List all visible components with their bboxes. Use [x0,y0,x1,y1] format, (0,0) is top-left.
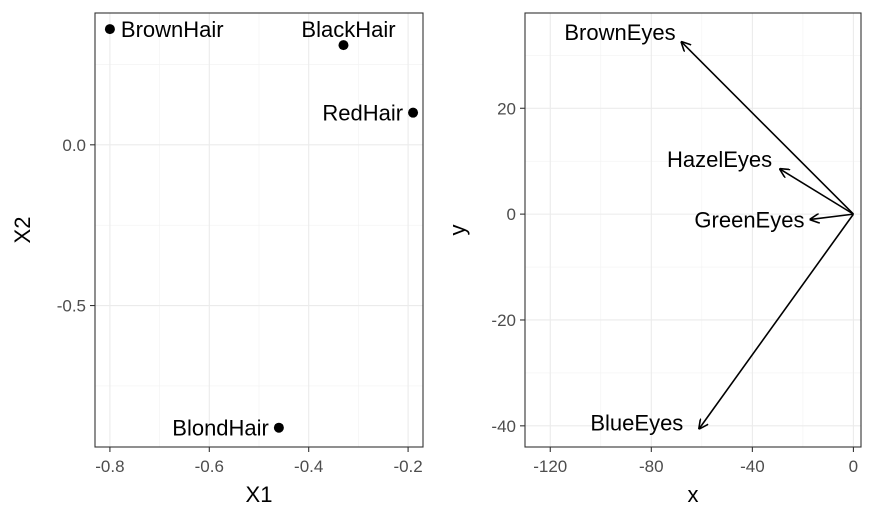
arrow-browneyes [682,42,854,215]
arrow-hazeleyes [780,169,854,215]
x-axis-title: X1 [246,482,273,507]
right-vector-panel: BrownEyes HazelEyes GreenEyes BlueEyes -120 -… [445,12,862,507]
x-tick-label: -0.4 [294,457,323,476]
point-label-redhair: RedHair [322,101,403,126]
data-point-blondhair [273,422,284,433]
y-tick-label: 20 [497,99,516,118]
y-tick-label: 0.0 [62,136,86,155]
panel-border [524,12,862,448]
arrow-label-hazeleyes: HazelEyes [667,147,772,172]
panel-background [525,13,861,447]
point-label-blackhair: BlackHair [301,17,395,42]
x-tick-label: -0.2 [393,457,422,476]
x-tick-label: -40 [740,457,765,476]
data-point-redhair [408,107,419,118]
point-label-brownhair: BrownHair [121,17,224,42]
data-point-blackhair [338,40,349,51]
arrow-label-browneyes: BrownEyes [564,20,675,45]
left-scatter-panel: BrownHair BlackHair RedHair BlondHair -0.8 -0… [10,12,424,507]
x-axis-title: x [688,482,699,507]
y-tick-label: -40 [491,417,516,436]
y-tick-label: -20 [491,311,516,330]
arrow-label-greeneyes: GreenEyes [694,207,804,232]
y-tick-label: -0.5 [57,297,86,316]
x-tick-label: -0.8 [95,457,124,476]
x-tick-label: -120 [533,457,567,476]
x-tick-label: -80 [639,457,664,476]
arrow-blueeyes [699,213,855,428]
y-axis-title: y [445,225,470,236]
data-point-brownhair [104,24,115,35]
arrow-greeneyes [810,213,854,219]
y-tick-label: 0 [507,205,516,224]
x-tick-label: 0 [849,457,858,476]
point-label-blondhair: BlondHair [172,416,269,441]
arrow-label-blueeyes: BlueEyes [590,410,683,435]
y-axis-title: X2 [10,217,35,244]
x-tick-label: -0.6 [195,457,224,476]
panel-border [94,12,424,448]
